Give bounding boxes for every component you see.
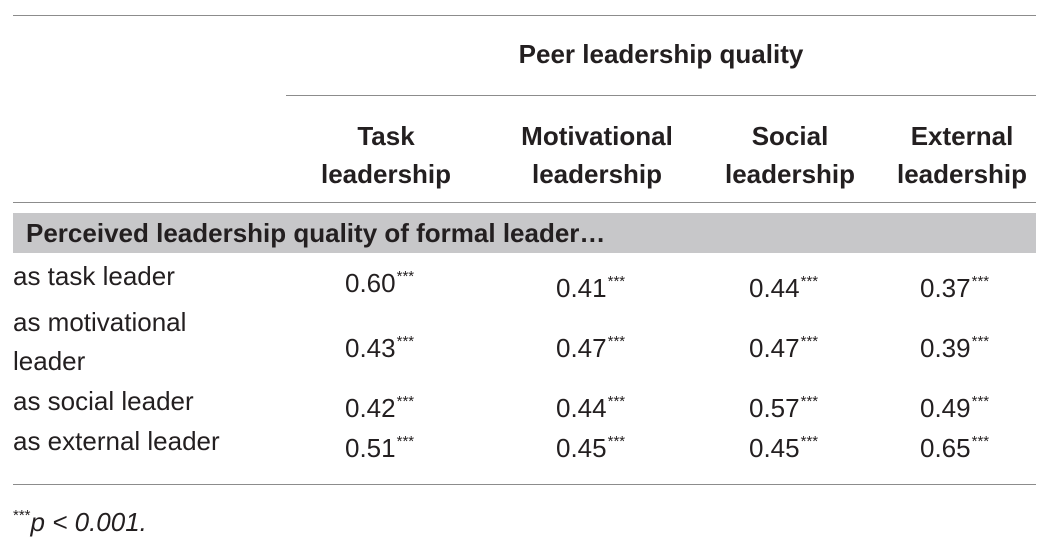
table-cell: 0.42*** bbox=[345, 386, 414, 424]
column-header-line: leadership bbox=[531, 159, 663, 189]
column-header-motivational: Motivational leadership bbox=[497, 117, 697, 193]
significance-stars: *** bbox=[607, 433, 626, 450]
table-cell: 0.37*** bbox=[920, 266, 989, 304]
table-cell: 0.39*** bbox=[920, 326, 989, 364]
section-band: Perceived leadership quality of formal l… bbox=[13, 213, 1036, 253]
column-header-line: leadership bbox=[896, 159, 1028, 189]
significance-stars: *** bbox=[971, 393, 990, 410]
footnote: ***p < 0.001. bbox=[13, 500, 147, 538]
cell-value: 0.44 bbox=[556, 393, 607, 423]
table-cell: 0.45*** bbox=[749, 426, 818, 464]
row-label-external: as external leader bbox=[13, 426, 220, 456]
column-header-line: External bbox=[910, 121, 1014, 151]
table-cell: 0.57*** bbox=[749, 386, 818, 424]
cell-value: 0.60 bbox=[345, 268, 396, 298]
column-header-line: leadership bbox=[724, 159, 856, 189]
column-header-line: Motivational bbox=[521, 121, 673, 151]
significance-stars: *** bbox=[800, 273, 819, 290]
cell-value: 0.37 bbox=[920, 273, 971, 303]
significance-stars: *** bbox=[396, 393, 415, 410]
table-cell: 0.43*** bbox=[345, 326, 414, 364]
significance-stars: *** bbox=[800, 393, 819, 410]
cell-value: 0.47 bbox=[749, 333, 800, 363]
table-cell: 0.41*** bbox=[556, 266, 625, 304]
table-cell: 0.51*** bbox=[345, 426, 414, 464]
significance-stars: *** bbox=[971, 433, 990, 450]
significance-stars: *** bbox=[607, 393, 626, 410]
column-header-task: Task leadership bbox=[296, 117, 476, 193]
significance-stars: *** bbox=[800, 433, 819, 450]
cell-value: 0.43 bbox=[345, 333, 396, 363]
table-cell: 0.47*** bbox=[749, 326, 818, 364]
table-cell: 0.47*** bbox=[556, 326, 625, 364]
table-cell: 0.65*** bbox=[920, 426, 989, 464]
header-bottom-rule bbox=[13, 202, 1036, 203]
significance-stars: *** bbox=[396, 333, 415, 350]
table-cell: 0.44*** bbox=[749, 266, 818, 304]
cell-value: 0.44 bbox=[749, 273, 800, 303]
footnote-marker: *** bbox=[13, 507, 31, 524]
row-label-social: as social leader bbox=[13, 386, 194, 416]
significance-stars: *** bbox=[396, 268, 415, 285]
cell-value: 0.45 bbox=[749, 433, 800, 463]
top-rule bbox=[13, 15, 1036, 16]
significance-stars: *** bbox=[971, 273, 990, 290]
significance-stars: *** bbox=[800, 333, 819, 350]
cell-value: 0.57 bbox=[749, 393, 800, 423]
section-label: Perceived leadership quality of formal l… bbox=[26, 218, 606, 248]
cell-value: 0.45 bbox=[556, 433, 607, 463]
cell-value: 0.49 bbox=[920, 393, 971, 423]
table-cell: 0.60*** bbox=[345, 261, 414, 299]
column-header-line: Social bbox=[751, 121, 829, 151]
table-bottom-rule bbox=[13, 484, 1036, 485]
footnote-text: p < 0.001. bbox=[30, 507, 147, 537]
cell-value: 0.51 bbox=[345, 433, 396, 463]
column-header-social: Social leadership bbox=[710, 117, 870, 193]
column-header-external: External leadership bbox=[882, 117, 1042, 193]
cell-value: 0.41 bbox=[556, 273, 607, 303]
significance-stars: *** bbox=[607, 273, 626, 290]
cell-value: 0.42 bbox=[345, 393, 396, 423]
group-header-rule bbox=[286, 95, 1036, 96]
cell-value: 0.65 bbox=[920, 433, 971, 463]
significance-stars: *** bbox=[971, 333, 990, 350]
group-header: Peer leadership quality bbox=[518, 39, 804, 69]
table-cell: 0.45*** bbox=[556, 426, 625, 464]
column-header-line: Task bbox=[357, 121, 415, 151]
table-cell: 0.44*** bbox=[556, 386, 625, 424]
significance-stars: *** bbox=[396, 433, 415, 450]
significance-stars: *** bbox=[607, 333, 626, 350]
row-label-task: as task leader bbox=[13, 261, 175, 291]
cell-value: 0.47 bbox=[556, 333, 607, 363]
cell-value: 0.39 bbox=[920, 333, 971, 363]
row-label-motivational: as motivational leader bbox=[13, 307, 187, 376]
column-header-line: leadership bbox=[320, 159, 452, 189]
table-cell: 0.49*** bbox=[920, 386, 989, 424]
